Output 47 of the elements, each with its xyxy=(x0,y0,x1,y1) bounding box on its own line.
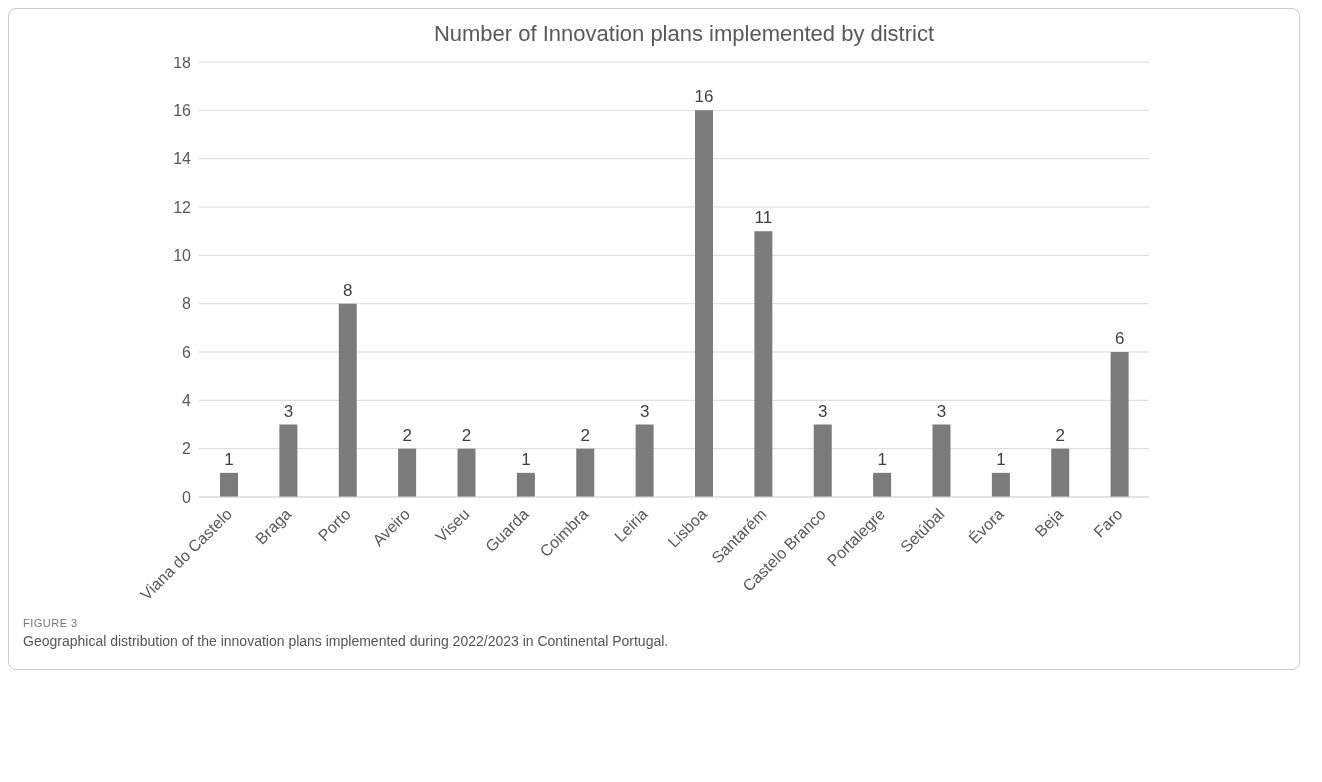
data-label: 11 xyxy=(754,208,773,228)
bar xyxy=(457,448,476,497)
data-label: 8 xyxy=(343,280,353,300)
data-label: 3 xyxy=(639,401,650,421)
y-tick-label: 16 xyxy=(173,102,192,120)
bar xyxy=(932,424,951,497)
bar xyxy=(516,472,535,497)
y-tick-label: 18 xyxy=(173,53,192,71)
bar xyxy=(991,472,1010,497)
bar xyxy=(220,472,238,497)
x-tick-label: Faro xyxy=(1090,505,1126,541)
data-label: 1 xyxy=(996,449,1006,469)
data-label: 1 xyxy=(877,449,887,469)
bar xyxy=(754,231,773,497)
caption: FIGURE 3 xyxy=(23,617,79,629)
bar xyxy=(398,448,417,497)
bar xyxy=(1110,352,1129,497)
bar xyxy=(338,303,357,497)
y-tick-label: 8 xyxy=(182,295,192,313)
data-label: 3 xyxy=(936,401,947,421)
y-tick-label: 0 xyxy=(182,488,192,506)
x-tick-label: Beja xyxy=(1031,505,1067,541)
text: Geographical distribution of the innovation plans implemented during 2022/2023 in Continental Portugal. xyxy=(23,633,670,649)
bar xyxy=(576,448,595,497)
y-tick-label: 6 xyxy=(182,343,192,361)
data-label: 1 xyxy=(521,449,531,469)
data-label: 2 xyxy=(580,425,590,445)
data-label: 1 xyxy=(224,449,234,469)
bar xyxy=(1051,448,1070,497)
y-tick-label: 12 xyxy=(173,198,192,216)
bar xyxy=(695,110,713,497)
bar xyxy=(813,424,832,497)
data-label: 2 xyxy=(1055,425,1065,445)
data-label: 3 xyxy=(283,401,294,421)
bar xyxy=(873,472,892,497)
data-label: 2 xyxy=(402,425,412,445)
y-tick-label: 4 xyxy=(182,392,192,410)
bar xyxy=(279,424,298,497)
y-tick-label: 2 xyxy=(182,440,192,458)
chart-title: Number of Innovation plans implemented by district xyxy=(432,21,936,47)
y-tick-label: 10 xyxy=(173,247,192,265)
data-label: 6 xyxy=(1114,329,1125,348)
bar xyxy=(635,424,654,497)
data-label: 3 xyxy=(818,401,828,421)
data-label: 16 xyxy=(694,87,714,107)
y-tick-label: 14 xyxy=(173,150,192,168)
data-label: 2 xyxy=(461,425,472,445)
